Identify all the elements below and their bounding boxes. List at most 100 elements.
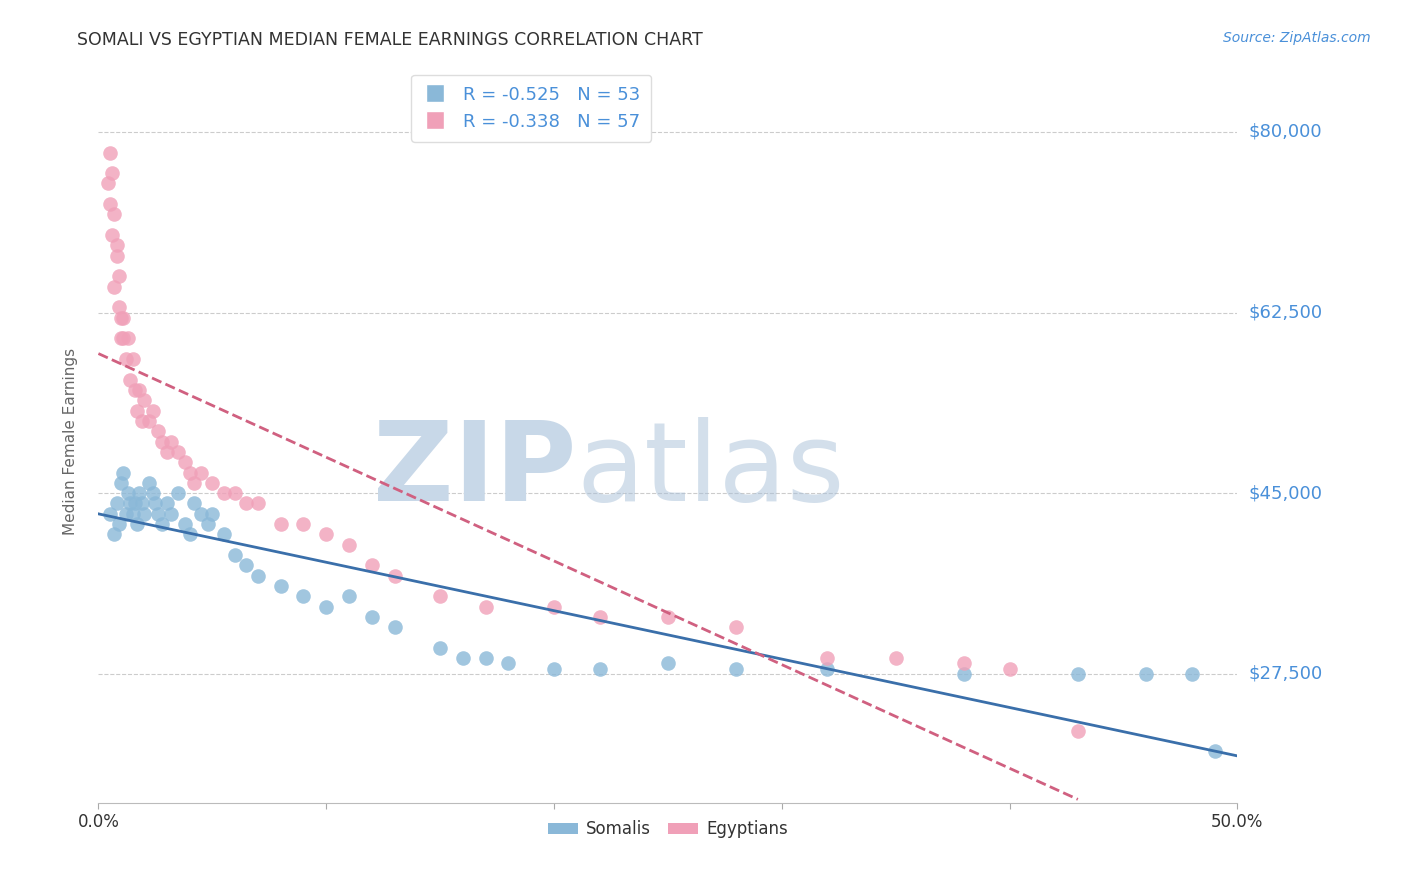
Point bbox=[235, 558, 257, 573]
Point bbox=[103, 279, 125, 293]
Point bbox=[998, 662, 1021, 676]
Point bbox=[174, 455, 197, 469]
Point bbox=[360, 610, 382, 624]
Point bbox=[197, 517, 219, 532]
Point bbox=[112, 310, 135, 325]
Point bbox=[142, 486, 165, 500]
Point bbox=[953, 666, 976, 681]
Point bbox=[160, 434, 183, 449]
Point bbox=[96, 177, 118, 191]
Point bbox=[167, 445, 190, 459]
Point bbox=[657, 657, 679, 671]
Y-axis label: Median Female Earnings: Median Female Earnings bbox=[63, 348, 77, 535]
Point bbox=[160, 507, 183, 521]
Point bbox=[179, 527, 201, 541]
Legend: Somalis, Egyptians: Somalis, Egyptians bbox=[541, 814, 794, 845]
Point bbox=[246, 496, 269, 510]
Point bbox=[114, 507, 136, 521]
Point bbox=[146, 507, 169, 521]
Point bbox=[98, 145, 121, 160]
Point bbox=[112, 331, 135, 345]
Point bbox=[498, 657, 520, 671]
Point bbox=[146, 424, 169, 438]
Point bbox=[105, 238, 128, 252]
Point bbox=[138, 475, 160, 490]
Point bbox=[474, 599, 496, 614]
Point bbox=[429, 590, 451, 604]
Point bbox=[108, 269, 131, 284]
Point bbox=[246, 568, 269, 582]
Point bbox=[117, 486, 139, 500]
Point bbox=[105, 249, 128, 263]
Point bbox=[110, 310, 132, 325]
Point bbox=[179, 466, 201, 480]
Point bbox=[725, 662, 748, 676]
Point bbox=[429, 640, 451, 655]
Point bbox=[103, 527, 125, 541]
Point bbox=[212, 527, 235, 541]
Point bbox=[337, 538, 360, 552]
Point bbox=[183, 475, 205, 490]
Point bbox=[127, 403, 149, 417]
Point bbox=[110, 475, 132, 490]
Point bbox=[121, 507, 143, 521]
Point bbox=[156, 445, 179, 459]
Point bbox=[224, 548, 246, 562]
Point bbox=[292, 590, 315, 604]
Point bbox=[103, 207, 125, 221]
Point bbox=[884, 651, 907, 665]
Point bbox=[112, 466, 135, 480]
Text: SOMALI VS EGYPTIAN MEDIAN FEMALE EARNINGS CORRELATION CHART: SOMALI VS EGYPTIAN MEDIAN FEMALE EARNING… bbox=[77, 31, 703, 49]
Text: atlas: atlas bbox=[576, 417, 845, 524]
Point bbox=[657, 610, 679, 624]
Point bbox=[815, 662, 838, 676]
Point bbox=[235, 496, 257, 510]
Point bbox=[815, 651, 838, 665]
Text: Source: ZipAtlas.com: Source: ZipAtlas.com bbox=[1223, 31, 1371, 45]
Point bbox=[451, 651, 474, 665]
Point bbox=[131, 414, 153, 428]
Point bbox=[138, 414, 160, 428]
Point bbox=[543, 662, 565, 676]
Text: $45,000: $45,000 bbox=[1249, 484, 1323, 502]
Point bbox=[183, 496, 205, 510]
Point bbox=[150, 517, 173, 532]
Point bbox=[174, 517, 197, 532]
Point bbox=[124, 496, 146, 510]
Point bbox=[120, 373, 142, 387]
Point bbox=[270, 579, 292, 593]
Point bbox=[142, 403, 165, 417]
Point bbox=[270, 517, 292, 532]
Point bbox=[201, 475, 224, 490]
Point bbox=[108, 301, 131, 315]
Point bbox=[1181, 666, 1204, 681]
Point bbox=[543, 599, 565, 614]
Point bbox=[315, 599, 337, 614]
Point bbox=[953, 657, 976, 671]
Point bbox=[105, 496, 128, 510]
Point bbox=[588, 610, 610, 624]
Point bbox=[124, 383, 146, 397]
Point bbox=[190, 466, 212, 480]
Point bbox=[128, 486, 150, 500]
Point bbox=[588, 662, 610, 676]
Point bbox=[150, 434, 173, 449]
Point bbox=[127, 517, 149, 532]
Point bbox=[120, 496, 142, 510]
Point bbox=[190, 507, 212, 521]
Point bbox=[132, 507, 155, 521]
Point bbox=[1067, 666, 1090, 681]
Point bbox=[108, 517, 131, 532]
Point bbox=[110, 331, 132, 345]
Text: $80,000: $80,000 bbox=[1249, 123, 1322, 141]
Point bbox=[101, 228, 124, 243]
Text: $27,500: $27,500 bbox=[1249, 665, 1323, 682]
Point bbox=[114, 351, 136, 366]
Point bbox=[101, 166, 124, 180]
Point bbox=[98, 507, 121, 521]
Point bbox=[1204, 744, 1226, 758]
Point bbox=[117, 331, 139, 345]
Point bbox=[201, 507, 224, 521]
Point bbox=[98, 197, 121, 211]
Point bbox=[167, 486, 190, 500]
